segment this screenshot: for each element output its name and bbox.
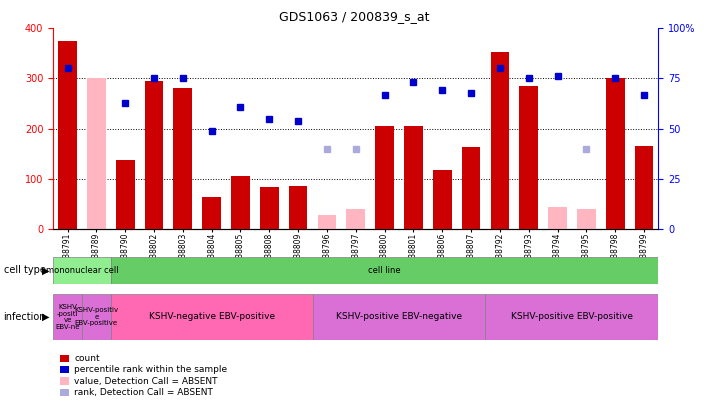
Bar bbox=[144, 81, 164, 229]
Text: KSHV-positive EBV-positive: KSHV-positive EBV-positive bbox=[511, 312, 633, 322]
Bar bbox=[260, 187, 279, 229]
Text: percentile rank within the sample: percentile rank within the sample bbox=[74, 365, 227, 374]
Bar bbox=[346, 209, 365, 229]
Bar bbox=[577, 209, 595, 229]
Bar bbox=[491, 52, 509, 229]
Text: rank, Detection Call = ABSENT: rank, Detection Call = ABSENT bbox=[74, 388, 213, 397]
Bar bbox=[462, 147, 481, 229]
Text: GDS1063 / 200839_s_at: GDS1063 / 200839_s_at bbox=[279, 10, 429, 23]
Text: KSHV
-positi
ve
EBV-ne: KSHV -positi ve EBV-ne bbox=[55, 304, 80, 330]
Text: KSHV-positive EBV-negative: KSHV-positive EBV-negative bbox=[336, 312, 462, 322]
Bar bbox=[433, 170, 452, 229]
Bar bbox=[289, 186, 307, 229]
Text: cell line: cell line bbox=[368, 266, 401, 275]
Bar bbox=[116, 160, 135, 229]
Text: ▶: ▶ bbox=[42, 265, 50, 275]
Text: mononuclear cell: mononuclear cell bbox=[45, 266, 118, 275]
Bar bbox=[202, 197, 221, 229]
Bar bbox=[312, 294, 486, 340]
Text: cell type: cell type bbox=[4, 265, 45, 275]
Bar bbox=[53, 257, 110, 284]
Bar bbox=[548, 207, 567, 229]
Bar bbox=[173, 88, 192, 229]
Bar bbox=[375, 126, 394, 229]
Bar bbox=[58, 41, 77, 229]
Text: count: count bbox=[74, 354, 100, 363]
Bar bbox=[634, 146, 653, 229]
Text: infection: infection bbox=[4, 312, 46, 322]
Text: ▶: ▶ bbox=[42, 312, 50, 322]
Text: KSHV-positiv
e
EBV-positive: KSHV-positiv e EBV-positive bbox=[74, 307, 118, 326]
Bar bbox=[606, 79, 624, 229]
Text: KSHV-negative EBV-positive: KSHV-negative EBV-positive bbox=[149, 312, 275, 322]
Bar bbox=[87, 79, 105, 229]
Bar bbox=[486, 294, 658, 340]
Bar bbox=[110, 294, 312, 340]
Bar bbox=[53, 294, 82, 340]
Bar bbox=[520, 86, 538, 229]
Bar bbox=[404, 126, 423, 229]
Bar bbox=[82, 294, 110, 340]
Bar bbox=[318, 215, 336, 229]
Text: value, Detection Call = ABSENT: value, Detection Call = ABSENT bbox=[74, 377, 218, 386]
Bar bbox=[231, 176, 250, 229]
